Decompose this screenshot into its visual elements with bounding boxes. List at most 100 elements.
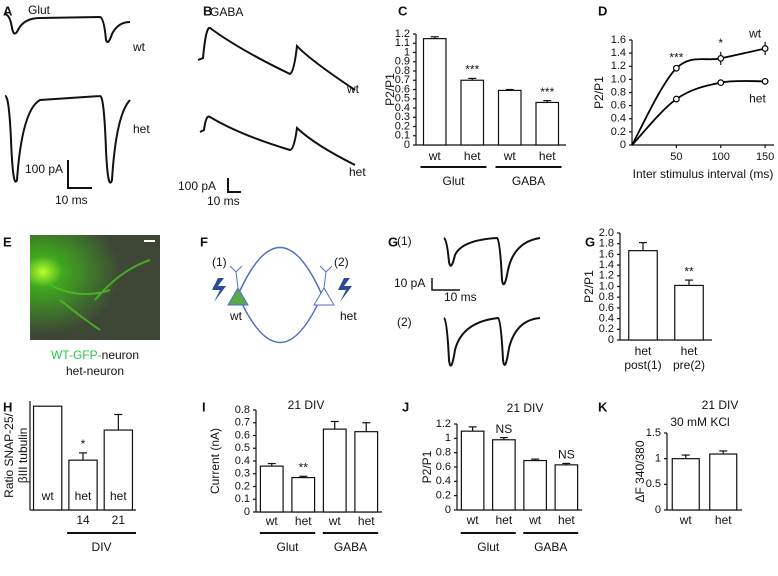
panel-letter: B — [203, 3, 212, 18]
y-tick-label: 1.1 — [395, 37, 410, 49]
y-tick-label: 0.1 — [395, 130, 410, 142]
significance: ** — [299, 460, 309, 474]
cell-label: wt — [229, 309, 243, 323]
significance: *** — [465, 63, 479, 77]
y-tick-label: 0.2 — [611, 126, 626, 138]
stimulus-icon — [212, 278, 226, 302]
y-axis-label: P2/P1 — [383, 73, 397, 106]
y-tick-label: 0.8 — [436, 447, 451, 459]
bar — [422, 38, 447, 146]
bar — [354, 431, 379, 513]
y-tick-label: 1.6 — [599, 248, 614, 260]
trace-label: het — [133, 122, 150, 136]
bar — [291, 476, 316, 513]
x-tick-label: wt — [41, 489, 55, 503]
y-tick-label: 0.3 — [395, 111, 410, 123]
fit-curve — [631, 47, 766, 146]
y-tick-label: 0.2 — [436, 490, 451, 502]
y-tick-label: 0.6 — [235, 429, 250, 441]
x-tick-sublabel: pre(2) — [673, 358, 705, 372]
x-tick-label: het — [681, 344, 698, 358]
bar — [492, 439, 516, 511]
y-tick-label: 1 — [404, 46, 410, 58]
y-tick-label: 0.8 — [611, 86, 626, 98]
panel-letter: G — [585, 234, 595, 249]
y-tick-label: 1.4 — [611, 47, 626, 59]
y-tick-label: 1.2 — [599, 270, 614, 282]
trace-title: GABA — [210, 5, 243, 19]
tag: (1) — [212, 255, 227, 269]
y-axis-label: Ratio SNAP-25/ — [2, 412, 16, 497]
point — [672, 64, 680, 72]
neurite — [49, 259, 151, 331]
y-axis-label: ΔF 340/380 — [633, 440, 647, 502]
panel-letter: A — [3, 3, 13, 18]
image-label: het-neuron — [66, 364, 124, 378]
scale-bar — [67, 160, 92, 189]
trace — [4, 13, 131, 43]
legend-label: wt — [748, 27, 762, 41]
neuron-het — [313, 287, 335, 306]
y-tick-label: 1.0 — [599, 280, 614, 292]
y-tick-label: 0.8 — [599, 291, 614, 303]
group-label: Glut — [276, 540, 299, 554]
bar — [671, 458, 700, 511]
y-tick-label: 0.3 — [235, 468, 250, 480]
y-tick-label: 1.5 — [646, 427, 661, 439]
y-axis-label: P2/P1 — [582, 270, 596, 303]
x-tick-label: wt — [328, 514, 342, 528]
scale-label: 10 ms — [207, 194, 240, 208]
panel-letter: K — [598, 399, 608, 414]
y-tick-label: 0.6 — [436, 461, 451, 473]
y-axis-label: P2/P1 — [420, 450, 434, 483]
point — [717, 79, 725, 87]
bar — [259, 465, 284, 513]
panel-letter: I — [202, 399, 206, 414]
panel-letter: J — [402, 399, 409, 414]
image-label: WT-GFP-neuron — [51, 348, 139, 362]
point — [717, 54, 725, 62]
chart-title: 21 DIV — [702, 398, 739, 412]
trace-label: wt — [132, 40, 146, 54]
electrode — [319, 265, 333, 289]
trace-title: Glut — [28, 3, 51, 17]
y-tick-label: 2.0 — [599, 227, 614, 239]
x-tick-label: het — [496, 513, 513, 527]
x-axis-label: Inter stimulus interval (ms) — [633, 167, 774, 181]
y-tick-label: 0 — [655, 504, 661, 516]
panel-letter: F — [200, 234, 208, 249]
y-tick-label: 0.7 — [235, 417, 250, 429]
scale-label: 100 pA — [25, 162, 63, 176]
x-tick-label: het — [110, 489, 127, 503]
y-tick-label: 0.1 — [235, 493, 250, 505]
y-axis-label: βIII tubulin — [16, 428, 30, 484]
cell-label: het — [340, 309, 357, 323]
bar — [628, 250, 658, 341]
significance: *** — [540, 85, 554, 99]
significance: * — [81, 437, 86, 451]
scale-label: 10 pA — [394, 276, 425, 290]
y-tick-label: 0.2 — [235, 480, 250, 492]
panel-letter: C — [398, 3, 408, 18]
y-tick-label: 0 — [445, 504, 451, 516]
group-label: DIV — [92, 540, 112, 554]
group-label: GABA — [512, 174, 545, 188]
x-tick-label: 100 — [712, 151, 730, 163]
x-tick-label: wt — [503, 149, 517, 163]
group-label: GABA — [334, 540, 367, 554]
point — [761, 77, 769, 85]
bar — [535, 101, 560, 146]
significance: * — [718, 36, 723, 50]
group-label: Glut — [442, 174, 465, 188]
point — [761, 45, 769, 52]
y-tick-label: 0.5 — [235, 442, 250, 454]
fit-curve — [631, 80, 766, 146]
bar — [674, 284, 704, 341]
chart-title: 21 DIV — [507, 401, 544, 415]
y-tick-label: 1.2 — [436, 418, 451, 430]
gfp-label: WT-GFP- — [51, 348, 102, 362]
panel-letter: G — [388, 234, 398, 249]
trace-label: (1) — [397, 234, 412, 248]
x-tick-label: wt — [265, 514, 279, 528]
y-tick-label: 0.4 — [436, 475, 451, 487]
